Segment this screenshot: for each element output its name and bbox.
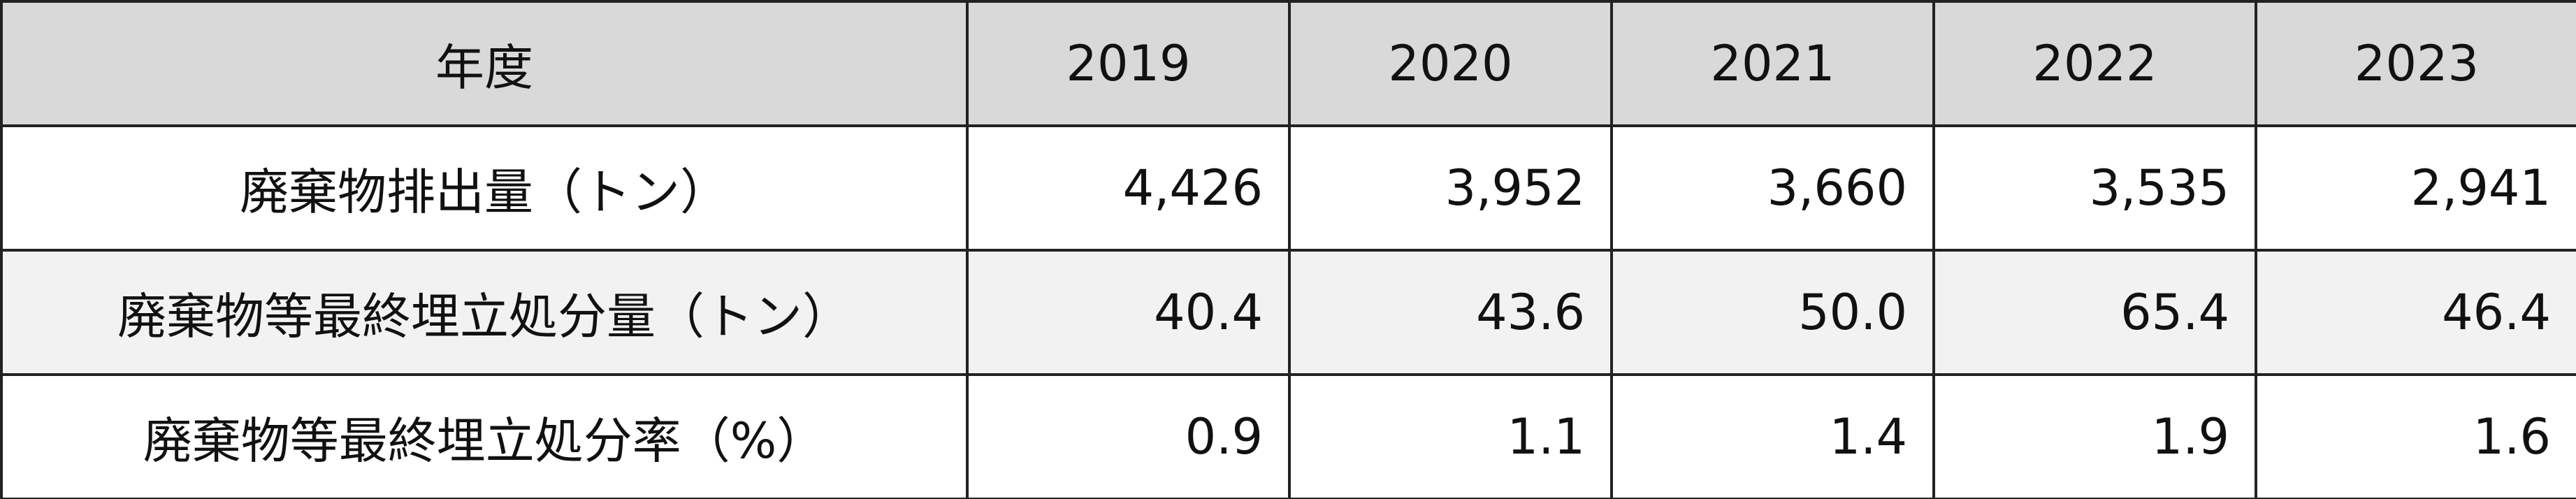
header-cell: 2019 xyxy=(966,0,1291,127)
value-cell: 43.6 xyxy=(1288,249,1613,376)
table-row: 廃棄物排出量（トン） 4,426 3,952 3,660 3,535 2,941 xyxy=(0,124,2576,252)
value-cell: 1.9 xyxy=(1932,373,2257,499)
header-cell: 2020 xyxy=(1288,0,1613,127)
table-row: 廃棄物等最終埋立処分量（トン） 40.4 43.6 50.0 65.4 46.4 xyxy=(0,249,2576,376)
value-cell: 46.4 xyxy=(2255,249,2576,376)
value-cell: 50.0 xyxy=(1610,249,1935,376)
table-row: 廃棄物等最終埋立処分率（%） 0.9 1.1 1.4 1.9 1.6 xyxy=(0,373,2576,499)
row-label: 廃棄物排出量（トン） xyxy=(0,124,969,252)
value-cell: 3,535 xyxy=(1932,124,2257,252)
value-cell: 1.1 xyxy=(1288,373,1613,499)
value-cell: 2,941 xyxy=(2255,124,2576,252)
value-cell: 1.6 xyxy=(2255,373,2576,499)
value-cell: 65.4 xyxy=(1932,249,2257,376)
value-cell: 1.4 xyxy=(1610,373,1935,499)
header-cell: 年度 xyxy=(0,0,969,127)
value-cell: 3,952 xyxy=(1288,124,1613,252)
value-cell: 4,426 xyxy=(966,124,1291,252)
value-cell: 3,660 xyxy=(1610,124,1935,252)
row-label: 廃棄物等最終埋立処分量（トン） xyxy=(0,249,969,376)
header-cell: 2021 xyxy=(1610,0,1935,127)
header-cell: 2022 xyxy=(1932,0,2257,127)
row-label: 廃棄物等最終埋立処分率（%） xyxy=(0,373,969,499)
value-cell: 40.4 xyxy=(966,249,1291,376)
header-cell: 2023 xyxy=(2255,0,2576,127)
value-cell: 0.9 xyxy=(966,373,1291,499)
header-row: 年度 2019 2020 2021 2022 2023 xyxy=(0,0,2576,127)
